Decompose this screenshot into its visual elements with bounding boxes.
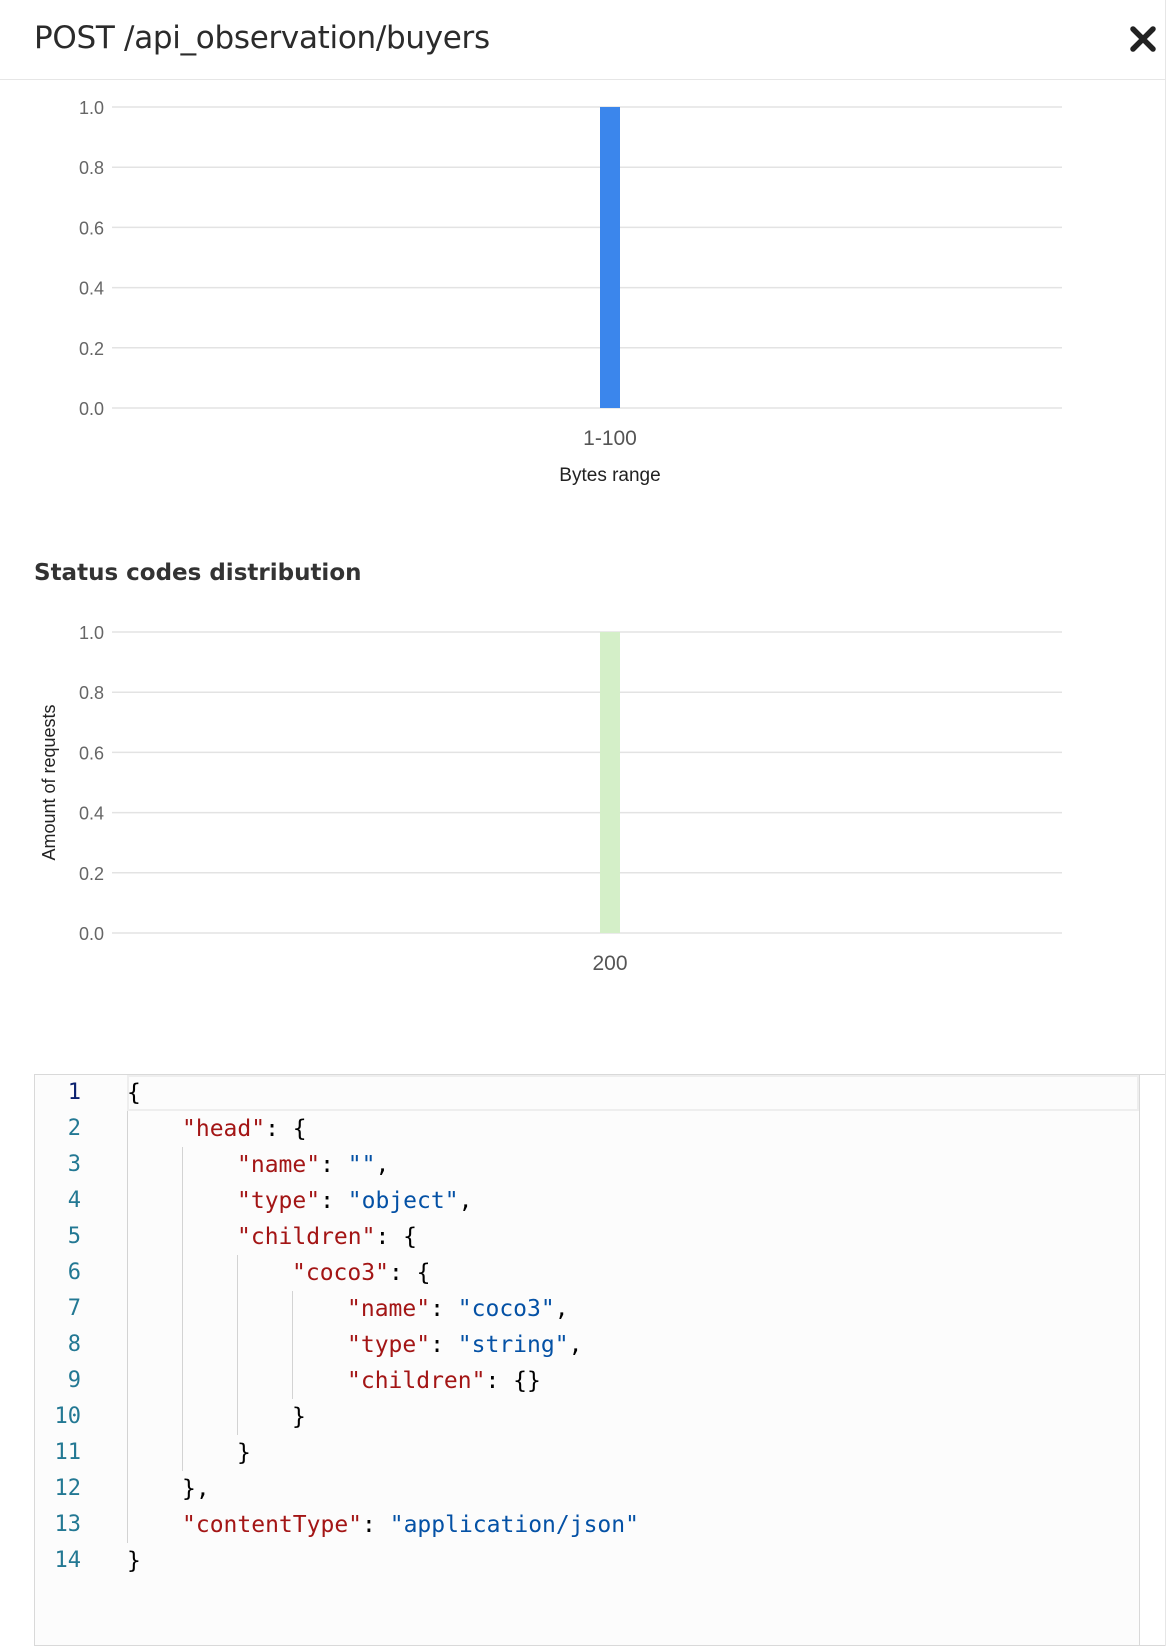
- indent-guide: [237, 1255, 238, 1435]
- json-punctuation: :: [430, 1332, 458, 1358]
- status-chart-ytick-label: 0.6: [79, 743, 104, 763]
- line-number: 1: [67, 1080, 81, 1105]
- json-key: "name": [347, 1296, 431, 1322]
- status-codes-chart: 0.0 0.2 0.4 0.6 0.8 1.0 200 Amount of requests: [39, 623, 1062, 975]
- code-line: },: [182, 1471, 210, 1507]
- line-number: 7: [67, 1296, 81, 1321]
- json-key: "contentType": [182, 1512, 363, 1538]
- editor-scrollbar[interactable]: [1139, 1075, 1165, 1645]
- json-punctuation: }: [127, 1548, 141, 1574]
- code-line: {: [127, 1075, 141, 1111]
- json-punctuation: : {}: [485, 1368, 541, 1394]
- indent-guide: [182, 1147, 183, 1471]
- line-number: 3: [67, 1152, 81, 1177]
- json-punctuation: }: [237, 1440, 251, 1466]
- line-number: 14: [54, 1548, 82, 1573]
- status-chart-ytick-label: 0.0: [79, 924, 104, 944]
- status-chart-ytick-label: 1.0: [79, 623, 104, 643]
- json-key: "head": [182, 1116, 266, 1142]
- bytes-chart-bar[interactable]: [600, 107, 620, 408]
- bytes-chart-ytick-label: 0.8: [79, 158, 104, 178]
- bytes-chart-ytick-label: 0.6: [79, 218, 104, 238]
- bytes-chart-xtick-label: 1-100: [583, 427, 637, 450]
- line-number: 2: [67, 1116, 81, 1141]
- status-codes-title: Status codes distribution: [34, 560, 362, 586]
- bytes-range-chart: 0.0 0.2 0.4 0.6 0.8 1.0 1-100 Bytes range: [79, 98, 1062, 486]
- indent-guide: [127, 1111, 128, 1543]
- json-string: "object": [347, 1188, 459, 1214]
- code-line: }: [292, 1399, 306, 1435]
- line-number: 6: [67, 1260, 81, 1285]
- json-string: "": [347, 1152, 376, 1178]
- line-number-gutter: 1 2 3 4 5 6 7 8 9 10 11 12 13 14: [35, 1075, 105, 1645]
- line-number: 8: [67, 1332, 81, 1357]
- code-line: "coco3": {: [292, 1255, 430, 1291]
- json-punctuation: : {: [388, 1260, 431, 1286]
- bytes-chart-ytick-label: 0.0: [79, 399, 104, 419]
- json-punctuation: ,: [554, 1296, 569, 1322]
- json-punctuation: ,: [458, 1188, 473, 1214]
- json-punctuation: }: [292, 1404, 306, 1430]
- json-punctuation: :: [430, 1296, 458, 1322]
- json-string: "coco3": [457, 1296, 555, 1322]
- code-line: "name": "",: [237, 1147, 389, 1183]
- line-number: 9: [67, 1368, 81, 1393]
- bytes-chart-xaxis-label: Bytes range: [559, 465, 660, 486]
- indent-guide: [292, 1291, 293, 1399]
- json-punctuation: :: [320, 1188, 348, 1214]
- line-number: 11: [54, 1440, 82, 1465]
- bytes-chart-ytick-label: 0.4: [79, 279, 104, 299]
- status-chart-yaxis-label: Amount of requests: [39, 704, 59, 860]
- line-number: 10: [54, 1404, 82, 1429]
- code-line: }: [237, 1435, 251, 1471]
- json-string: "string": [457, 1332, 569, 1358]
- json-key: "children": [347, 1368, 486, 1394]
- json-punctuation: :: [362, 1512, 390, 1538]
- line-number: 4: [67, 1188, 81, 1213]
- code-line: "type": "string",: [347, 1327, 582, 1363]
- json-punctuation: ,: [568, 1332, 583, 1358]
- json-punctuation: :: [320, 1152, 348, 1178]
- line-number: 5: [67, 1224, 81, 1249]
- status-chart-xtick-label: 200: [592, 952, 627, 975]
- json-punctuation: : {: [375, 1224, 418, 1250]
- status-chart-ytick-label: 0.8: [79, 683, 104, 703]
- code-line: "children": {}: [347, 1363, 541, 1399]
- modal-header: POST /api_observation/buyers: [0, 0, 1166, 80]
- json-key: "name": [237, 1152, 321, 1178]
- json-code-editor[interactable]: 1 2 3 4 5 6 7 8 9 10 11 12 13 14 {"head": {"name": ""…: [34, 1074, 1166, 1646]
- json-key: "type": [347, 1332, 431, 1358]
- json-punctuation: ,: [375, 1152, 390, 1178]
- line-number: 13: [54, 1512, 82, 1537]
- close-icon: [1130, 26, 1156, 52]
- code-line: "type": "object",: [237, 1183, 472, 1219]
- json-key: "children": [237, 1224, 376, 1250]
- json-key: "coco3": [292, 1260, 389, 1286]
- modal-title: POST /api_observation/buyers: [34, 20, 490, 56]
- code-line: }: [127, 1543, 141, 1579]
- status-chart-ytick-label: 0.2: [79, 864, 104, 884]
- line-number: 12: [54, 1476, 82, 1501]
- json-string: "application/json": [389, 1512, 639, 1538]
- code-line: "children": {: [237, 1219, 417, 1255]
- json-punctuation: : {: [265, 1116, 307, 1142]
- bytes-chart-ytick-label: 1.0: [79, 98, 104, 118]
- code-line: "head": {: [182, 1111, 307, 1147]
- close-button[interactable]: [1126, 22, 1160, 56]
- code-content[interactable]: {"head": {"name": "", "type": "object", "c…: [127, 1075, 1139, 1645]
- status-chart-ytick-label: 0.4: [79, 804, 104, 824]
- status-chart-bar[interactable]: [600, 632, 620, 933]
- current-line-highlight: [127, 1075, 1139, 1111]
- json-punctuation: {: [127, 1080, 141, 1106]
- json-punctuation: },: [182, 1476, 210, 1502]
- bytes-chart-ytick-label: 0.2: [79, 339, 104, 359]
- code-line: "name": "coco3",: [347, 1291, 569, 1327]
- json-key: "type": [237, 1188, 321, 1214]
- code-line: "contentType": "application/json": [182, 1507, 639, 1543]
